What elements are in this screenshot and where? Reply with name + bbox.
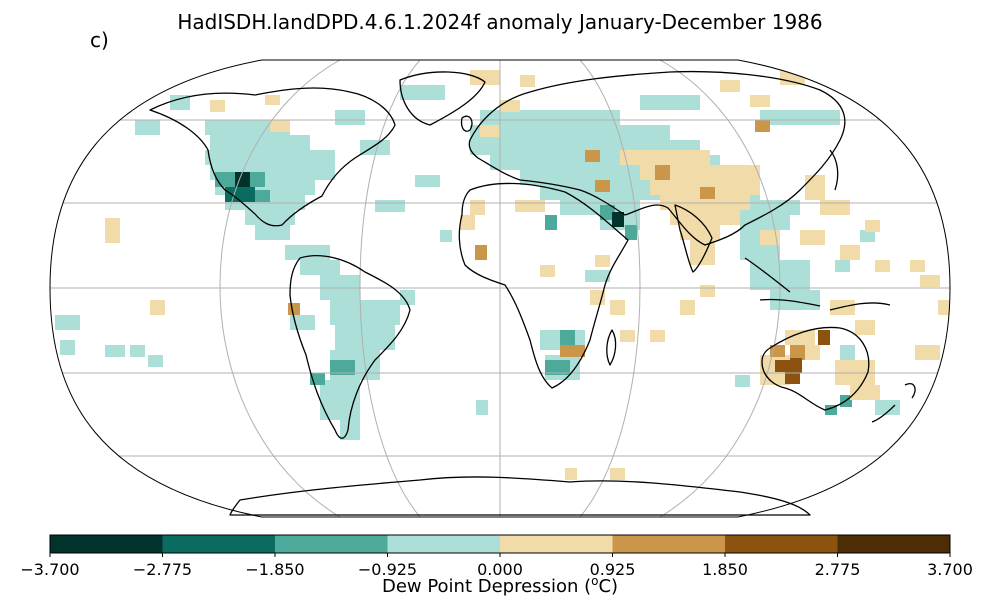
colorbar-segment <box>275 535 388 553</box>
colorbar <box>49 534 951 557</box>
colorbar-segment <box>837 535 950 553</box>
colorbar-segment <box>500 535 613 553</box>
colorbar-segment <box>387 535 500 553</box>
colorbar-segment <box>612 535 725 553</box>
colorbar-tick-label: −3.700 <box>20 560 80 579</box>
colorbar-tick-label: 2.775 <box>814 560 861 579</box>
map-title: HadISDH.landDPD.4.6.1.2024f anomaly Janu… <box>177 10 823 34</box>
colorbar-label: Dew Point Depression (oC) <box>381 574 619 597</box>
globe-outline <box>49 59 951 518</box>
colorbar-segment <box>162 535 275 553</box>
grid-cells <box>55 70 950 480</box>
colorbar-segment <box>725 535 838 553</box>
colorbar-tick-label: 3.700 <box>927 560 973 579</box>
colorbar-segment <box>50 535 163 553</box>
colorbar-tick-label: 0.000 <box>477 560 523 579</box>
colorbar-tick-label: −1.850 <box>245 560 305 579</box>
panel-label: c) <box>90 28 109 52</box>
colorbar-tick-label: −0.925 <box>357 560 418 579</box>
colorbar-tick-label: 0.925 <box>589 560 636 579</box>
colorbar-tick-label: 1.850 <box>702 560 748 579</box>
coastlines <box>149 70 916 516</box>
graticule <box>50 60 950 517</box>
colorbar-tick-label: −2.775 <box>132 560 193 579</box>
